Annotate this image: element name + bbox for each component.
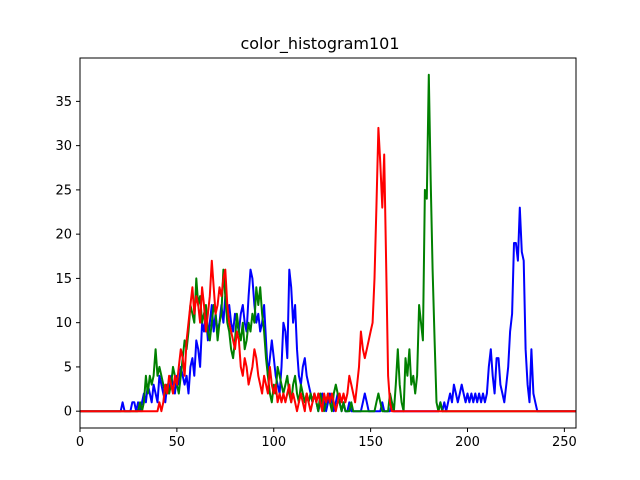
y-tick-label: 5 <box>64 360 72 375</box>
x-tick-label: 0 <box>76 435 84 450</box>
chart-title: color_histogram101 <box>240 34 400 53</box>
y-tick-label: 20 <box>55 228 72 243</box>
x-tick-label: 200 <box>455 435 480 450</box>
y-tick-label: 25 <box>55 183 72 198</box>
series-layer <box>80 73 576 413</box>
axes-frame <box>79 57 577 429</box>
y-tick-label: 0 <box>64 405 72 420</box>
x-tick-label: 150 <box>358 435 383 450</box>
series-line-3 <box>80 126 576 413</box>
series-line-1 <box>80 206 576 413</box>
y-tick-label: 10 <box>55 316 72 331</box>
x-tick-label: 100 <box>261 435 286 450</box>
x-tick-label: 250 <box>552 435 577 450</box>
y-tick-label: 35 <box>55 95 72 110</box>
y-tick-label: 15 <box>55 272 72 287</box>
axes-layer: 0 50 100 150 200 250 0 5 10 15 20 25 30 35 <box>55 57 577 450</box>
series-line-2 <box>80 73 576 413</box>
y-tick-label: 30 <box>55 139 72 154</box>
x-tick-label: 50 <box>169 435 186 450</box>
